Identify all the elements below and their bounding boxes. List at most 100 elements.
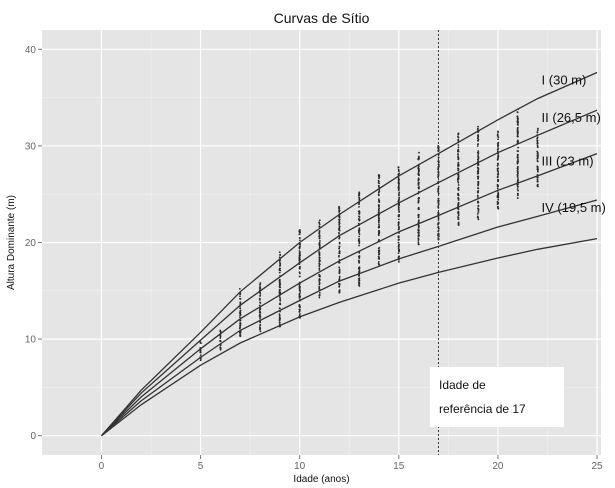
scatter-point <box>398 250 401 253</box>
scatter-point <box>536 170 539 173</box>
scatter-point <box>496 135 499 137</box>
y-tick-label: 40 <box>25 45 37 56</box>
scatter-point <box>457 146 460 149</box>
scatter-point <box>259 295 261 297</box>
scatter-point <box>398 210 400 213</box>
y-tick-label: 30 <box>25 141 37 152</box>
scatter-point <box>516 111 519 114</box>
scatter-point <box>239 322 242 325</box>
scatter-point <box>378 199 381 202</box>
scatter-point <box>437 223 439 226</box>
scatter-point <box>497 138 499 141</box>
scatter-point <box>496 164 499 167</box>
scatter-point <box>377 249 380 252</box>
scatter-point <box>457 194 460 197</box>
scatter-point <box>377 234 380 237</box>
scatter-point <box>318 219 321 222</box>
scatter-point <box>377 257 380 260</box>
scatter-point <box>358 274 360 277</box>
scatter-point <box>378 223 380 226</box>
scatter-point <box>417 155 420 158</box>
scatter-point <box>358 197 361 200</box>
scatter-point <box>298 266 301 269</box>
scatter-point <box>517 179 519 182</box>
scatter-point <box>457 158 460 161</box>
scatter-point <box>377 205 380 208</box>
scatter-point <box>537 169 539 171</box>
scatter-point <box>278 296 281 298</box>
scatter-point <box>477 160 479 162</box>
scatter-point <box>516 123 519 126</box>
scatter-point <box>259 292 262 295</box>
scatter-point <box>477 170 480 173</box>
scatter-point <box>536 180 539 183</box>
scatter-point <box>497 193 500 196</box>
scatter-point <box>477 208 480 211</box>
scatter-point <box>398 213 400 216</box>
scatter-point <box>239 333 242 336</box>
scatter-point <box>299 305 301 307</box>
scatter-point <box>378 252 381 255</box>
scatter-point <box>377 185 380 188</box>
scatter-point <box>477 211 480 214</box>
scatter-point <box>259 317 262 319</box>
scatter-point <box>457 174 460 177</box>
scatter-point <box>497 141 500 144</box>
scatter-point <box>338 282 340 285</box>
scatter-point <box>299 291 301 293</box>
scatter-point <box>377 191 380 194</box>
scatter-point <box>477 218 480 221</box>
scatter-point <box>536 178 539 181</box>
scatter-point <box>477 151 480 154</box>
scatter-point <box>496 158 499 161</box>
scatter-point <box>357 281 360 284</box>
scatter-point <box>477 167 480 170</box>
scatter-point <box>536 139 539 142</box>
scatter-point <box>358 240 361 242</box>
scatter-point <box>358 271 360 273</box>
scatter-point <box>239 313 242 316</box>
scatter-point <box>536 136 539 139</box>
site-curve-5 <box>101 237 598 437</box>
scatter-point <box>358 192 361 195</box>
scatter-point <box>279 253 282 256</box>
site-curves <box>101 71 598 437</box>
scatter-point <box>378 182 381 185</box>
scatter-point <box>417 197 420 200</box>
scatter-point <box>417 239 420 242</box>
scatter-point <box>417 241 420 244</box>
scatter-point <box>417 232 420 234</box>
scatter-point <box>238 331 241 334</box>
scatter-point <box>338 231 340 234</box>
scatter-point <box>318 244 321 246</box>
scatter-point <box>536 144 539 147</box>
scatter-point <box>536 152 539 155</box>
y-axis-label: Altura Dominante (m) <box>6 195 17 290</box>
scatter-point <box>437 168 440 171</box>
scatter-point <box>457 211 460 214</box>
scatter-point <box>516 186 519 188</box>
curve-label-2: II (26,5 m) <box>542 110 601 125</box>
scatter-point <box>418 229 420 232</box>
scatter-point <box>496 145 499 148</box>
scatter-point <box>338 237 341 240</box>
scatter-point <box>536 157 539 160</box>
scatter-point <box>398 172 401 175</box>
scatter-point <box>457 155 460 158</box>
scatter-point <box>338 277 341 279</box>
scatter-point <box>457 184 460 186</box>
scatter-point <box>318 287 321 289</box>
scatter-point <box>496 183 499 186</box>
scatter-point <box>278 279 281 282</box>
scatter-point <box>259 284 261 286</box>
scatter-point <box>398 238 400 241</box>
scatter-point <box>417 200 420 203</box>
scatter-point <box>476 145 479 147</box>
scatter-point <box>278 281 281 284</box>
scatter-point <box>278 288 281 291</box>
scatter-point <box>338 266 341 269</box>
scatter-point <box>457 187 460 190</box>
scatter-point <box>258 326 261 329</box>
scatter-point <box>279 265 281 267</box>
scatter-point <box>318 281 321 284</box>
